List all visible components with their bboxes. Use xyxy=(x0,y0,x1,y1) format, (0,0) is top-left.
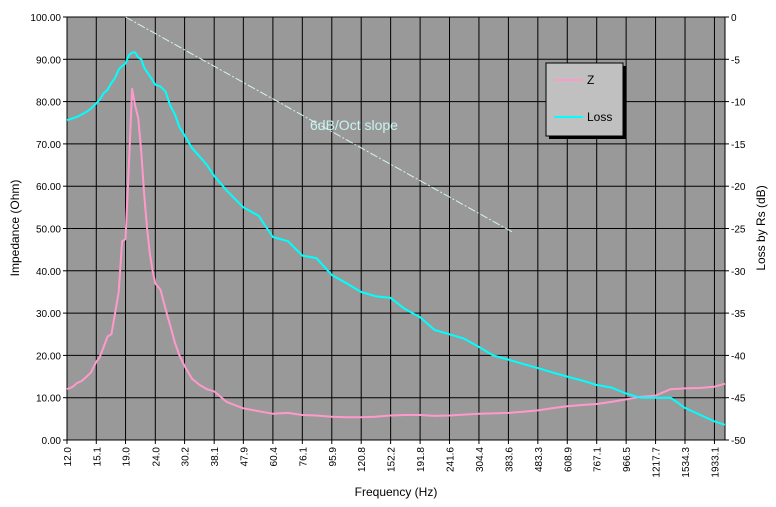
x-tick-label: 60.4 xyxy=(269,447,280,467)
x-tick-label: 24.0 xyxy=(151,447,162,467)
slope-line xyxy=(125,16,514,234)
right-tick-label: -30 xyxy=(731,267,746,278)
x-tick-label: 47.9 xyxy=(239,447,250,467)
x-tick-label: 19.0 xyxy=(122,447,133,467)
left-tick-label: 60.00 xyxy=(36,182,61,193)
right-axis-ticks: -50-45-40-35-30-25-20-15-10-50 xyxy=(725,13,746,447)
left-tick-label: 10.00 xyxy=(36,394,61,405)
left-tick-label: 40.00 xyxy=(36,267,61,278)
right-tick-label: -40 xyxy=(731,351,746,362)
series-line-loss xyxy=(66,51,726,426)
right-tick-label: -50 xyxy=(731,436,746,447)
left-tick-label: 100.00 xyxy=(30,13,61,24)
grid-lines xyxy=(66,16,725,441)
x-tick-label: 95.9 xyxy=(328,447,339,467)
x-tick-label: 767.1 xyxy=(593,447,604,472)
left-tick-label: 30.00 xyxy=(36,309,61,320)
right-tick-label: -25 xyxy=(731,225,746,236)
x-tick-label: 120.8 xyxy=(357,447,368,472)
x-tick-label: 191.8 xyxy=(416,447,427,472)
x-tick-label: 30.2 xyxy=(181,447,192,467)
x-tick-label: 1534.3 xyxy=(681,447,692,478)
x-tick-label: 966.5 xyxy=(622,447,633,472)
legend-box xyxy=(545,62,624,137)
legend-label-loss: Loss xyxy=(587,110,612,124)
slope-annotation: 6dB/Oct slope xyxy=(310,117,398,133)
x-tick-label: 483.3 xyxy=(534,447,545,472)
x-axis-ticks: 12.0 15.1 19.0 24.0 30.2 38.1 47.9 60.4 76.1 95.9… xyxy=(63,440,721,478)
left-tick-label: 20.00 xyxy=(36,351,61,362)
x-tick-label: 15.1 xyxy=(92,447,103,467)
x-tick-label: 38.1 xyxy=(210,447,221,467)
left-tick-label: 50.00 xyxy=(36,225,61,236)
right-axis-title: Loss by Rs (dB) xyxy=(754,185,768,270)
x-axis-title: Frequency (Hz) xyxy=(355,485,438,499)
left-tick-label: 90.00 xyxy=(36,55,61,66)
left-axis-ticks: 0.00 10.00 20.00 30.00 40.00 50.00 60.00 70.00 8… xyxy=(30,13,67,447)
slope-reference-line xyxy=(125,16,514,234)
right-tick-label: -35 xyxy=(731,309,746,320)
left-axis-title: Impedance (Ohm) xyxy=(8,180,22,277)
x-tick-label: 152.2 xyxy=(387,447,398,472)
left-tick-label: 70.00 xyxy=(36,140,61,151)
right-tick-label: -20 xyxy=(731,182,746,193)
right-tick-label: -5 xyxy=(731,55,740,66)
x-tick-label: 1217.7 xyxy=(652,447,663,478)
legend: Z Loss xyxy=(545,62,626,139)
right-tick-label: -15 xyxy=(731,140,746,151)
series-line-z xyxy=(66,87,726,419)
x-tick-label: 241.6 xyxy=(446,447,457,472)
series-lines xyxy=(66,51,726,426)
x-tick-label: 76.1 xyxy=(298,447,309,467)
left-tick-label: 0.00 xyxy=(42,436,62,447)
right-tick-label: -10 xyxy=(731,98,746,109)
right-tick-label: -45 xyxy=(731,394,746,405)
right-tick-label: 0 xyxy=(731,13,737,24)
legend-label-z: Z xyxy=(587,73,594,87)
x-tick-label: 12.0 xyxy=(63,447,74,467)
x-tick-label: 304.4 xyxy=(475,447,486,472)
x-tick-label: 608.9 xyxy=(563,447,574,472)
x-tick-label: 1933.1 xyxy=(710,447,721,478)
left-tick-label: 80.00 xyxy=(36,98,61,109)
x-tick-label: 383.6 xyxy=(504,447,515,472)
